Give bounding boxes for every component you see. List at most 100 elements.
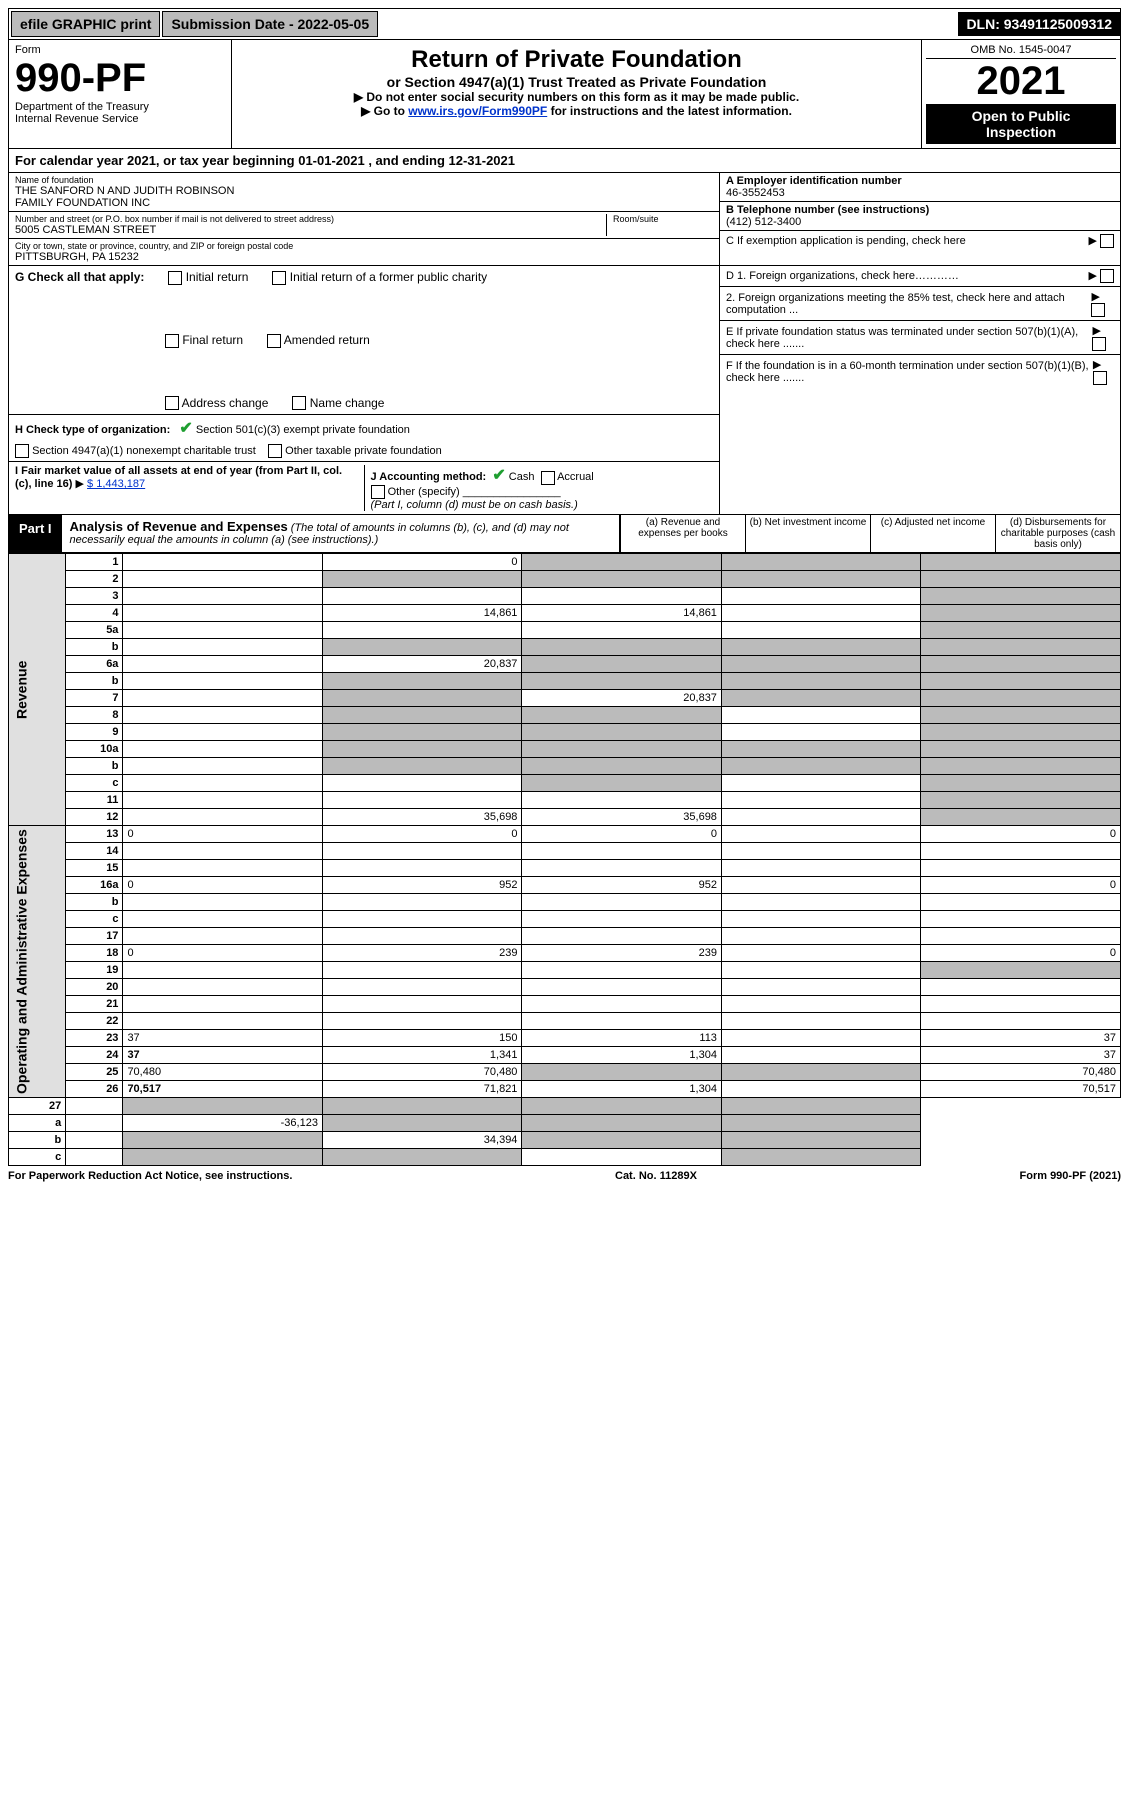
row-desc	[123, 622, 323, 639]
row-number: a	[9, 1115, 66, 1132]
cell-b	[522, 639, 722, 656]
cell-b	[522, 571, 722, 588]
row-number: 14	[66, 843, 123, 860]
row-desc	[123, 656, 323, 673]
cell-c	[721, 979, 921, 996]
part-1-table: Revenue1023414,86114,8615ab6a20,837b720,…	[8, 553, 1121, 1166]
g-o4: Initial return of a former public charit…	[290, 270, 487, 284]
dept-label: Department of the Treasury Internal Reve…	[15, 101, 225, 125]
table-row: b34,394	[9, 1132, 1121, 1149]
cell-a	[322, 962, 522, 979]
g-o6: Name change	[310, 396, 385, 410]
row-desc	[66, 1149, 123, 1166]
row-desc	[66, 1115, 123, 1132]
cell-c	[721, 741, 921, 758]
row-number: 6a	[66, 656, 123, 673]
checkbox-d2[interactable]	[1091, 303, 1105, 317]
checkbox-d1[interactable]	[1100, 269, 1114, 283]
checkbox-name-change[interactable]	[292, 396, 306, 410]
row-number: 15	[66, 860, 123, 877]
cell-c	[721, 1064, 921, 1081]
cell-b	[522, 843, 722, 860]
form-link[interactable]: www.irs.gov/Form990PF	[408, 104, 547, 118]
cell-a	[123, 1149, 323, 1166]
row-number: c	[9, 1149, 66, 1166]
row-desc	[123, 758, 323, 775]
cell-a	[123, 1132, 323, 1149]
checkbox-amended[interactable]	[267, 334, 281, 348]
cell-a	[322, 588, 522, 605]
cell-b	[522, 1013, 722, 1030]
cell-b	[522, 894, 722, 911]
table-row: 16a09529520	[9, 877, 1121, 894]
checkbox-f[interactable]	[1093, 371, 1107, 385]
cell-c	[721, 554, 921, 571]
addr-label: Number and street (or P.O. box number if…	[15, 214, 606, 224]
row-desc	[66, 1098, 123, 1115]
checkbox-initial-former[interactable]	[272, 271, 286, 285]
checkbox-e[interactable]	[1092, 337, 1106, 351]
cell-d	[921, 775, 1121, 792]
city: PITTSBURGH, PA 15232	[15, 251, 713, 263]
cell-a	[322, 775, 522, 792]
row-desc: 37	[123, 1030, 323, 1047]
cell-b	[522, 724, 722, 741]
checkbox-4947[interactable]	[15, 444, 29, 458]
cell-c	[721, 894, 921, 911]
table-row: 9	[9, 724, 1121, 741]
table-row: 414,86114,861	[9, 605, 1121, 622]
table-row: 19	[9, 962, 1121, 979]
efile-print-button[interactable]: efile GRAPHIC print	[11, 11, 160, 37]
cell-d	[921, 571, 1121, 588]
footer-left: For Paperwork Reduction Act Notice, see …	[8, 1170, 292, 1182]
row-number: 18	[66, 945, 123, 962]
table-row: 2	[9, 571, 1121, 588]
cell-c	[522, 1098, 722, 1115]
row-desc	[123, 554, 323, 571]
form-header: Form 990-PF Department of the Treasury I…	[8, 40, 1121, 149]
checkbox-cash[interactable]: ✔	[492, 467, 505, 484]
table-row: b	[9, 639, 1121, 656]
cell-a	[322, 894, 522, 911]
d2-label: 2. Foreign organizations meeting the 85%…	[726, 292, 1091, 316]
cell-c	[721, 656, 921, 673]
header-left: Form 990-PF Department of the Treasury I…	[9, 40, 232, 148]
cell-b: 35,698	[522, 809, 722, 826]
checkbox-address-change[interactable]	[165, 396, 179, 410]
checkbox-final[interactable]	[165, 334, 179, 348]
cell-d	[921, 979, 1121, 996]
cell-b	[522, 673, 722, 690]
header-sub: or Section 4947(a)(1) Trust Treated as P…	[238, 74, 915, 90]
cell-c	[721, 673, 921, 690]
table-row: a-36,123	[9, 1115, 1121, 1132]
row-number: 13	[66, 826, 123, 843]
checkbox-501c3[interactable]: ✔	[179, 420, 192, 437]
row-desc	[123, 911, 323, 928]
phone: (412) 512-3400	[726, 216, 1114, 228]
row-number: 8	[66, 707, 123, 724]
fmv-value[interactable]: $ 1,443,187	[87, 478, 145, 490]
checkbox-other-taxable[interactable]	[268, 444, 282, 458]
checkbox-other[interactable]	[371, 485, 385, 499]
checkbox-c[interactable]	[1100, 234, 1114, 248]
g-o5: Amended return	[284, 333, 370, 347]
cell-b	[522, 775, 722, 792]
cell-b	[522, 928, 722, 945]
h-o2: Section 4947(a)(1) nonexempt charitable …	[32, 445, 256, 457]
part-1-label: Part I	[9, 515, 62, 552]
checkbox-accrual[interactable]	[541, 471, 555, 485]
cell-c	[721, 860, 921, 877]
row-number: b	[9, 1132, 66, 1149]
f-label: F If the foundation is in a 60-month ter…	[726, 360, 1093, 384]
table-row: 5a	[9, 622, 1121, 639]
cell-d: 37	[921, 1047, 1121, 1064]
cell-d	[921, 996, 1121, 1013]
tax-year: 2021	[926, 59, 1116, 104]
cell-c	[721, 928, 921, 945]
table-row: 20	[9, 979, 1121, 996]
checkbox-initial-return[interactable]	[168, 271, 182, 285]
cell-a	[322, 690, 522, 707]
cell-c	[721, 911, 921, 928]
cell-a	[322, 792, 522, 809]
cell-b: 952	[522, 877, 722, 894]
